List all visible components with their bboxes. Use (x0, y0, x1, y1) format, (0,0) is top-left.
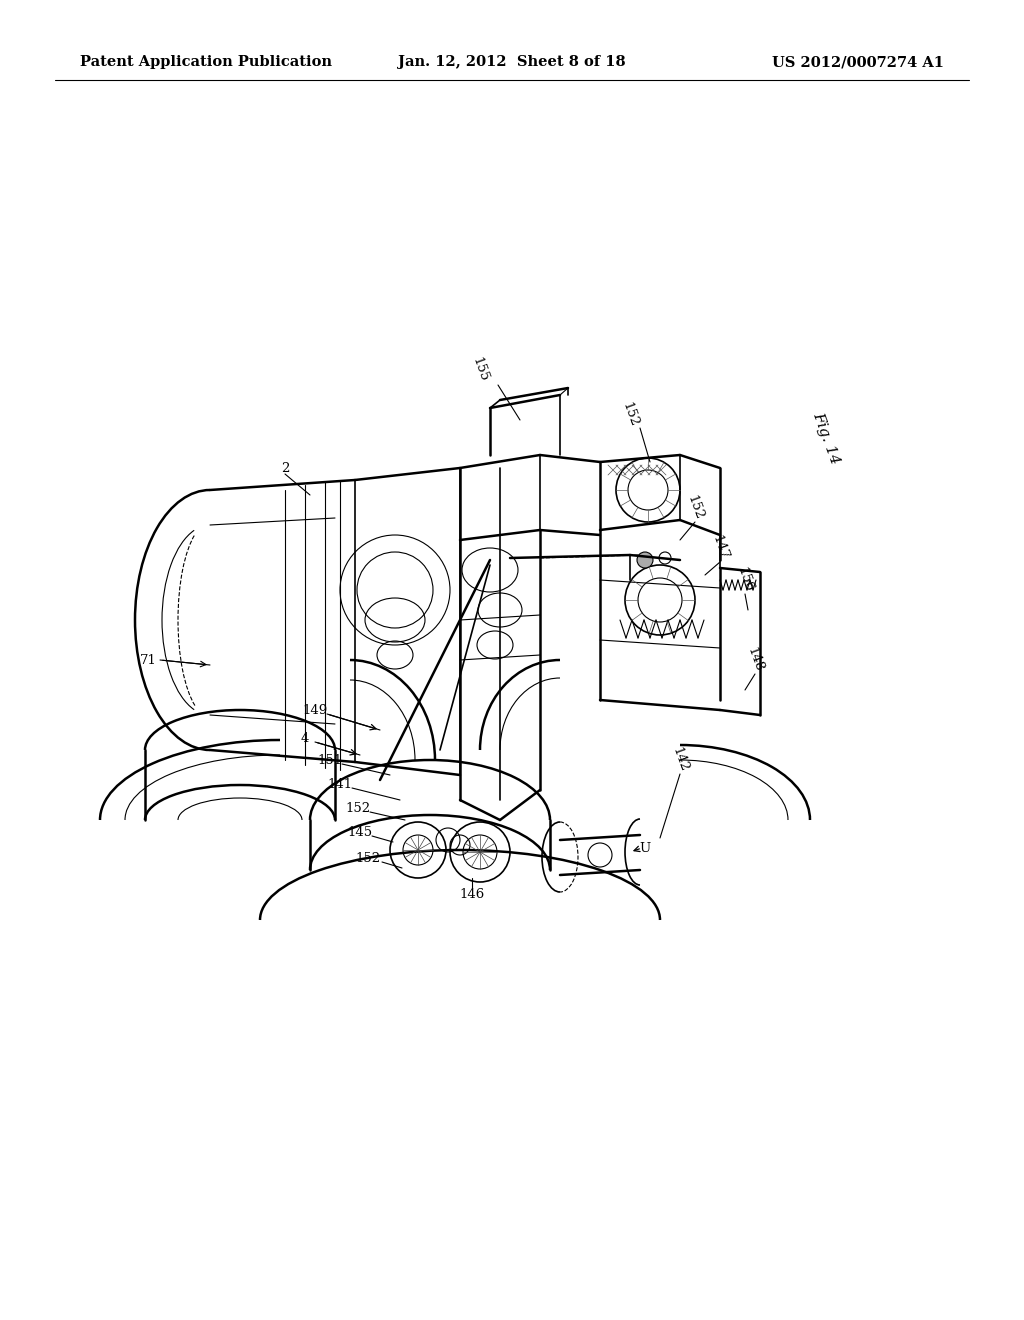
Text: 146: 146 (460, 887, 484, 900)
Text: 152: 152 (685, 494, 706, 521)
Text: Jan. 12, 2012  Sheet 8 of 18: Jan. 12, 2012 Sheet 8 of 18 (398, 55, 626, 69)
Text: Fig. 14: Fig. 14 (810, 411, 842, 466)
Text: 147: 147 (710, 533, 730, 562)
Text: 152: 152 (355, 851, 381, 865)
Text: U: U (639, 842, 650, 854)
Text: 142: 142 (670, 746, 690, 774)
Text: 148: 148 (744, 645, 765, 675)
Text: 152: 152 (345, 801, 371, 814)
Text: 141: 141 (328, 777, 352, 791)
Text: 151: 151 (317, 754, 343, 767)
Text: 149: 149 (302, 704, 328, 717)
Text: 2: 2 (281, 462, 289, 474)
Text: Patent Application Publication: Patent Application Publication (80, 55, 332, 69)
Circle shape (637, 552, 653, 568)
Text: US 2012/0007274 A1: US 2012/0007274 A1 (772, 55, 944, 69)
Text: 152: 152 (620, 401, 640, 429)
Text: 156: 156 (734, 566, 756, 594)
Text: 4: 4 (301, 731, 309, 744)
Text: 155: 155 (470, 356, 490, 384)
Text: 145: 145 (347, 825, 373, 838)
Text: 71: 71 (139, 653, 157, 667)
